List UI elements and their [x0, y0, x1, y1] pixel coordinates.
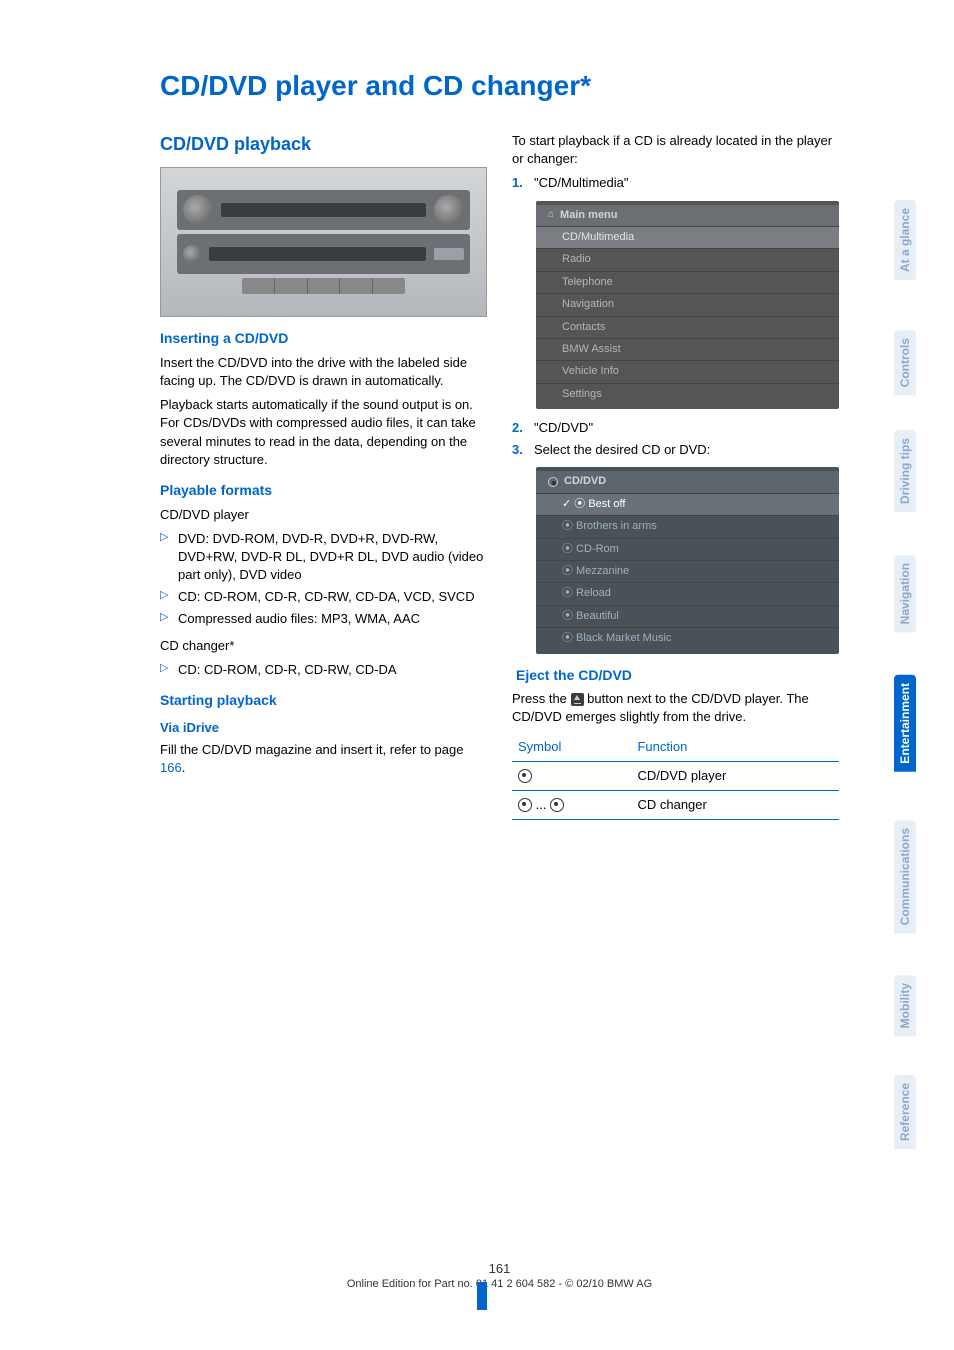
menu-item: Radio [536, 248, 839, 270]
disc-icon [548, 477, 558, 487]
menu-item: Settings [536, 383, 839, 405]
side-tab[interactable]: Mobility [894, 975, 916, 1036]
menu-item: ✓ ⦿ Best off [536, 493, 839, 515]
side-nav-tabs: At a glance Controls Driving tips Navigatio… [839, 0, 954, 1350]
step-1: "CD/Multimedia" [534, 175, 628, 190]
menu-item: Contacts [536, 316, 839, 338]
cd-changer-icon-1 [518, 798, 532, 812]
steps-list: 1."CD/Multimedia" [512, 174, 839, 192]
screenshot-main-menu: ⌂Main menu CD/MultimediaRadioTelephoneNa… [512, 201, 839, 410]
radio-unit-illustration [160, 167, 487, 317]
heading-starting-playback: Starting playback [160, 691, 487, 711]
side-tab[interactable]: Controls [894, 330, 916, 395]
heading-playable-formats: Playable formats [160, 481, 487, 501]
side-tab[interactable]: At a glance [894, 200, 916, 280]
side-tab[interactable]: Communications [894, 820, 916, 933]
heading-via-idrive: Via iDrive [160, 719, 487, 737]
list-item: CD: CD-ROM, CD-R, CD-RW, CD-DA, VCD, SVC… [160, 588, 487, 606]
page-link-166[interactable]: 166 [160, 760, 182, 775]
footer-accent-bar [477, 1282, 487, 1310]
inserting-text-1: Insert the CD/DVD into the drive with th… [160, 354, 487, 390]
menu-item: CD/Multimedia [536, 226, 839, 248]
steps-list-2: 2."CD/DVD" 3.Select the desired CD or DV… [512, 419, 839, 459]
screenshot-cddvd-menu: CD/DVD ✓ ⦿ Best off⦿ Brothers in arms⦿ C… [512, 467, 839, 653]
menu-item: ⦿ Mezzanine [536, 560, 839, 582]
playable-sub-2: CD changer* [160, 637, 487, 655]
eject-button-icon [571, 693, 584, 706]
page-footer: 161 Online Edition for Part no. 01 41 2 … [160, 1261, 839, 1290]
function-cell-player: CD/DVD player [631, 761, 839, 790]
playable-list-1: DVD: DVD-ROM, DVD-R, DVD+R, DVD-RW, DVD+… [160, 530, 487, 629]
menu-item: ⦿ Beautiful [536, 605, 839, 627]
side-tab[interactable]: Navigation [894, 555, 916, 632]
menu-item: ⦿ Brothers in arms [536, 515, 839, 537]
heading-eject: Eject the CD/DVD [516, 666, 839, 686]
menu-item: BMW Assist [536, 338, 839, 360]
cd-changer-icon-2 [550, 798, 564, 812]
page-title: CD/DVD player and CD changer* [160, 70, 839, 102]
list-item: CD: CD-ROM, CD-R, CD-RW, CD-DA [160, 661, 487, 679]
side-tab[interactable]: Driving tips [894, 430, 916, 512]
footer-line: Online Edition for Part no. 01 41 2 604 … [347, 1278, 652, 1290]
step-2: "CD/DVD" [534, 420, 593, 435]
side-tab[interactable]: Entertainment [894, 675, 916, 772]
menu-item: Navigation [536, 293, 839, 315]
left-column: CD/DVD playback Inserting a CD/DVD Inser… [160, 132, 487, 820]
playable-sub-1: CD/DVD player [160, 506, 487, 524]
list-item: DVD: DVD-ROM, DVD-R, DVD+R, DVD-RW, DVD+… [160, 530, 487, 585]
table-header-symbol: Symbol [512, 733, 631, 762]
heading-inserting: Inserting a CD/DVD [160, 329, 487, 349]
menu-item: ⦿ CD-Rom [536, 538, 839, 560]
symbol-cell-player [512, 761, 631, 790]
right-column: To start playback if a CD is already loc… [512, 132, 839, 820]
inserting-text-2: Playback starts automatically if the sou… [160, 396, 487, 469]
section-heading-playback: CD/DVD playback [160, 132, 487, 157]
symbol-function-table: Symbol Function CD/DVD player ... CD cha… [512, 733, 839, 821]
page-number: 161 [160, 1261, 839, 1276]
list-item: Compressed audio files: MP3, WMA, AAC [160, 610, 487, 628]
step-3: Select the desired CD or DVD: [534, 442, 710, 457]
playable-list-2: CD: CD-ROM, CD-R, CD-RW, CD-DA [160, 661, 487, 679]
side-tab[interactable]: Reference [894, 1075, 916, 1149]
right-intro: To start playback if a CD is already loc… [512, 132, 839, 168]
menu-item: Vehicle Info [536, 360, 839, 382]
menu-item: Telephone [536, 271, 839, 293]
eject-text: Press the button next to the CD/DVD play… [512, 690, 839, 726]
menu-item: ⦿ Reload [536, 582, 839, 604]
menu-item: ⦿ Black Market Music [536, 627, 839, 649]
table-header-function: Function [631, 733, 839, 762]
via-idrive-text: Fill the CD/DVD magazine and insert it, … [160, 741, 487, 777]
cd-player-icon [518, 769, 532, 783]
symbol-cell-changer: ... [512, 790, 631, 819]
function-cell-changer: CD changer [631, 790, 839, 819]
